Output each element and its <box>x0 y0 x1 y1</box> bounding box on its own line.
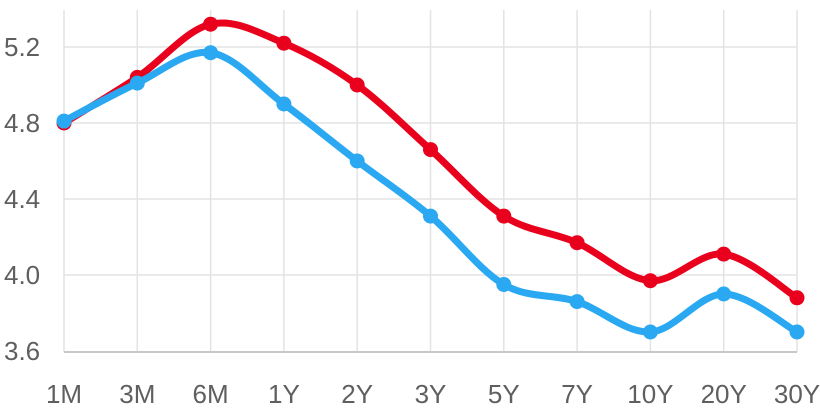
y-tick-label: 4.8 <box>4 108 40 138</box>
data-point <box>423 208 438 224</box>
data-point <box>56 113 72 129</box>
grid <box>63 10 798 352</box>
series-2 <box>56 45 805 340</box>
y-tick-label: 3.6 <box>4 336 40 366</box>
data-point <box>569 235 585 251</box>
data-point <box>203 16 219 32</box>
data-point <box>276 35 292 51</box>
y-tick-label: 4.4 <box>4 184 40 214</box>
x-tick-label: 1Y <box>268 379 300 409</box>
data-point <box>789 324 805 340</box>
data-point <box>716 246 732 262</box>
data-point <box>642 273 658 289</box>
x-tick-label: 1M <box>46 379 82 409</box>
data-point <box>789 290 805 306</box>
data-point <box>203 45 219 61</box>
data-point <box>496 277 512 292</box>
y-tick-label: 4.0 <box>4 260 40 290</box>
x-tick-label: 6M <box>193 379 229 409</box>
data-point <box>716 286 732 302</box>
data-point <box>642 324 658 340</box>
data-point <box>496 208 512 224</box>
data-point <box>276 96 292 112</box>
x-tick-label: 3M <box>119 379 155 409</box>
data-point <box>349 77 365 93</box>
x-tick-label: 20Y <box>701 379 747 409</box>
data-point <box>349 153 365 169</box>
x-tick-label: 30Y <box>774 379 820 409</box>
x-tick-label: 3Y <box>415 379 447 409</box>
data-point <box>569 294 585 310</box>
x-tick-label: 5Y <box>488 379 520 409</box>
data-point <box>423 142 438 158</box>
y-tick-label: 5.2 <box>4 32 40 62</box>
x-tick-label: 10Y <box>627 379 673 409</box>
x-tick-label: 7Y <box>561 379 593 409</box>
data-point <box>129 75 145 91</box>
series-layer <box>56 16 805 340</box>
tick-labels: 3.6 4.0 4.4 4.8 5.2 1M 3M 6M 1Y 2Y 3Y 5Y 7Y 10Y 20Y 30Y <box>4 32 820 409</box>
x-tick-label: 2Y <box>341 379 373 409</box>
